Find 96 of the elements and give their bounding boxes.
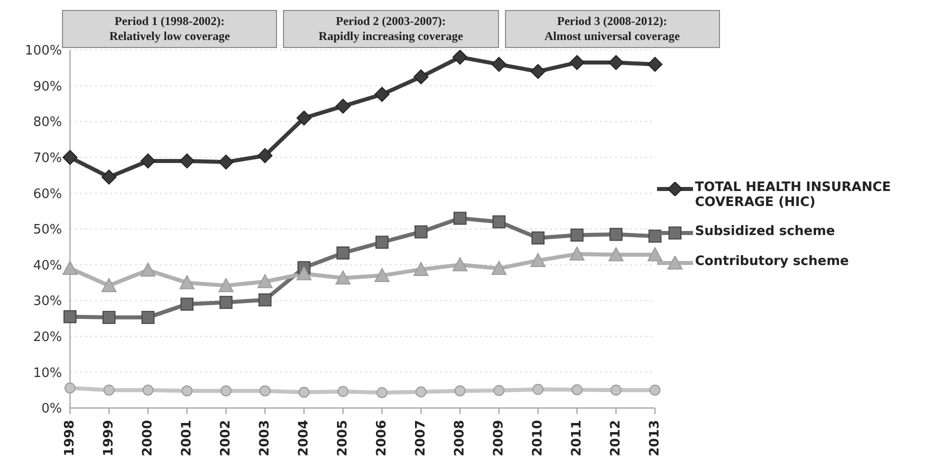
point — [454, 212, 466, 225]
point — [452, 50, 468, 65]
point — [180, 153, 194, 168]
point — [258, 293, 272, 306]
point — [374, 268, 390, 282]
x-tick-label: 2007 — [414, 420, 428, 456]
point — [610, 228, 622, 241]
point — [258, 274, 272, 288]
point — [220, 296, 232, 309]
point — [296, 110, 312, 126]
y-tick-label: 100% — [24, 44, 62, 59]
point — [102, 170, 116, 185]
x-tick-label: 2001 — [180, 420, 194, 456]
point — [64, 310, 76, 324]
point — [492, 56, 506, 72]
point — [140, 262, 156, 277]
point — [336, 270, 350, 285]
legend-label: Contributory scheme — [695, 254, 849, 269]
point — [650, 384, 660, 396]
point — [530, 253, 546, 268]
x-tick-label: 2006 — [374, 420, 390, 456]
point — [104, 384, 114, 396]
x-tick-label: 2004 — [296, 420, 312, 456]
point — [62, 150, 78, 165]
y-tick-label: 50% — [33, 222, 62, 238]
point — [492, 260, 506, 275]
point — [454, 385, 466, 396]
point — [530, 64, 546, 79]
x-tick-label: 2011 — [570, 420, 584, 456]
point — [532, 384, 544, 395]
point — [608, 55, 624, 70]
x-tick-label: 1998 — [62, 420, 78, 456]
point — [142, 384, 154, 396]
point — [572, 384, 582, 396]
x-tick-label: 2005 — [336, 420, 350, 456]
point — [376, 236, 388, 249]
point — [492, 215, 506, 228]
point — [374, 86, 390, 102]
point — [338, 386, 348, 398]
x-tick-label: 2010 — [530, 420, 546, 456]
point — [298, 386, 310, 398]
y-tick-label: 10% — [33, 366, 62, 381]
point — [102, 278, 116, 292]
y-tick-label: 90% — [33, 79, 62, 94]
y-tick-label: 80% — [33, 115, 62, 130]
point — [260, 385, 270, 396]
point — [648, 230, 662, 243]
point — [64, 382, 76, 394]
point — [610, 384, 622, 396]
point — [62, 260, 78, 275]
x-tick-label: 2008 — [452, 420, 468, 456]
x-tick-label: 1999 — [102, 420, 116, 456]
point — [102, 310, 116, 324]
point — [376, 387, 388, 398]
point — [180, 275, 194, 290]
point — [336, 98, 350, 114]
point — [414, 225, 428, 238]
point — [336, 246, 350, 260]
y-tick-label: 70% — [33, 151, 62, 166]
point — [414, 69, 428, 84]
point — [258, 148, 272, 164]
x-tick-label: 2012 — [608, 420, 624, 456]
text: Period 1 (1998-2002): Relatively low coverage — [62, 10, 278, 48]
y-tick-label: 30% — [33, 294, 62, 310]
text: Period 3 (2008-2012): Almost universal coverage — [504, 10, 720, 48]
point — [296, 266, 312, 280]
point — [416, 386, 426, 398]
legend-label: TOTAL HEALTH INSURANCE COVERAGE (HIC) — [695, 180, 892, 210]
x-tick-label: 2003 — [258, 420, 272, 456]
point — [218, 154, 234, 170]
point — [494, 384, 504, 396]
point — [648, 247, 662, 262]
y-tick-label: 60% — [33, 186, 62, 202]
x-tick-label: 2013 — [648, 420, 662, 456]
point — [570, 246, 584, 261]
point — [182, 385, 192, 396]
point — [140, 153, 156, 168]
point — [608, 247, 624, 262]
point — [142, 310, 154, 324]
x-tick-label: 2002 — [218, 420, 234, 456]
y-tick-label: 0% — [41, 402, 62, 417]
point — [452, 257, 468, 272]
x-tick-label: 2009 — [492, 420, 506, 456]
point — [532, 231, 544, 244]
x-tick-label: 2000 — [140, 420, 156, 456]
y-tick-label: 40% — [33, 258, 62, 274]
point — [570, 55, 584, 70]
point — [180, 298, 194, 311]
legend-label: Subsidized scheme — [695, 224, 835, 239]
point — [414, 262, 428, 276]
point — [220, 385, 232, 396]
point — [218, 278, 234, 292]
text: Period 2 (2003-2007): Rapidly increasing coverage — [283, 10, 498, 48]
point — [570, 228, 584, 242]
point — [648, 56, 662, 72]
y-tick-label: 20% — [33, 330, 62, 346]
